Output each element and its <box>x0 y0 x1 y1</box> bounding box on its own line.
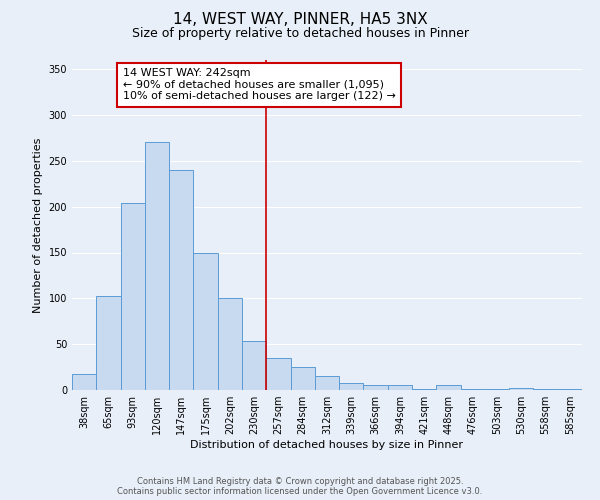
Bar <box>96 296 121 390</box>
Bar <box>509 388 533 390</box>
X-axis label: Distribution of detached houses by size in Pinner: Distribution of detached houses by size … <box>191 440 464 450</box>
Bar <box>485 389 509 390</box>
Bar <box>145 142 169 390</box>
Text: Contains HM Land Registry data © Crown copyright and database right 2025.
Contai: Contains HM Land Registry data © Crown c… <box>118 476 482 496</box>
Text: 14, WEST WAY, PINNER, HA5 3NX: 14, WEST WAY, PINNER, HA5 3NX <box>173 12 427 28</box>
Bar <box>121 203 145 390</box>
Bar <box>461 389 485 390</box>
Bar <box>315 376 339 390</box>
Bar <box>339 382 364 390</box>
Bar <box>242 342 266 390</box>
Bar <box>388 386 412 390</box>
Bar <box>193 252 218 390</box>
Bar <box>412 389 436 390</box>
Text: 14 WEST WAY: 242sqm
← 90% of detached houses are smaller (1,095)
10% of semi-det: 14 WEST WAY: 242sqm ← 90% of detached ho… <box>123 68 396 102</box>
Bar <box>436 386 461 390</box>
Bar <box>218 298 242 390</box>
Bar <box>290 367 315 390</box>
Bar <box>533 389 558 390</box>
Text: Size of property relative to detached houses in Pinner: Size of property relative to detached ho… <box>131 28 469 40</box>
Bar <box>364 384 388 390</box>
Y-axis label: Number of detached properties: Number of detached properties <box>33 138 43 312</box>
Bar <box>558 389 582 390</box>
Bar <box>169 170 193 390</box>
Bar <box>266 358 290 390</box>
Bar <box>72 374 96 390</box>
